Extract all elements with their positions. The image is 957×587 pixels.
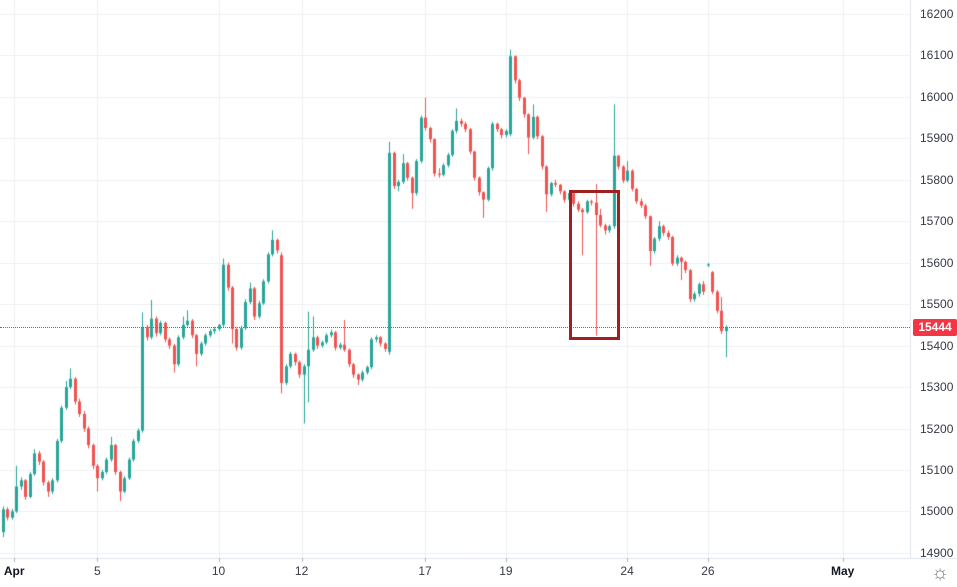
time-axis-label: 10	[211, 564, 226, 578]
price-axis-label: 15100	[920, 462, 954, 477]
price-axis-label: 15300	[920, 380, 954, 395]
annotation-rectangle[interactable]	[569, 190, 620, 340]
settings-icon[interactable]: ☼	[930, 562, 950, 584]
time-axis-label: 24	[620, 564, 634, 578]
time-axis[interactable]	[0, 558, 910, 587]
price-axis-label: 16000	[920, 89, 954, 104]
price-axis-label: 14900	[920, 545, 954, 560]
price-axis-label: 15900	[920, 131, 954, 146]
price-axis-label: 15600	[920, 255, 954, 270]
price-axis-label: 15700	[920, 214, 954, 229]
price-axis-label: 15000	[920, 504, 954, 519]
chart-pane[interactable]	[0, 0, 910, 558]
time-axis-label: 26	[701, 564, 715, 578]
last-price-label: 15444	[913, 319, 957, 336]
time-axis-label: 12	[294, 564, 309, 578]
price-axis-label: 15400	[920, 338, 954, 353]
last-price-line	[0, 327, 910, 328]
price-axis-label: 15200	[920, 421, 954, 436]
price-axis-label: 15800	[920, 172, 954, 187]
price-axis-label: 16200	[920, 7, 954, 21]
time-axis-label: May	[830, 564, 855, 578]
time-axis-label: 5	[93, 564, 101, 578]
price-axis-label: 15500	[920, 297, 954, 312]
time-axis-label: Apr	[3, 564, 25, 578]
time-axis-label: 17	[418, 564, 432, 578]
price-axis-label: 16100	[920, 48, 954, 63]
time-axis-label: 19	[499, 564, 513, 578]
